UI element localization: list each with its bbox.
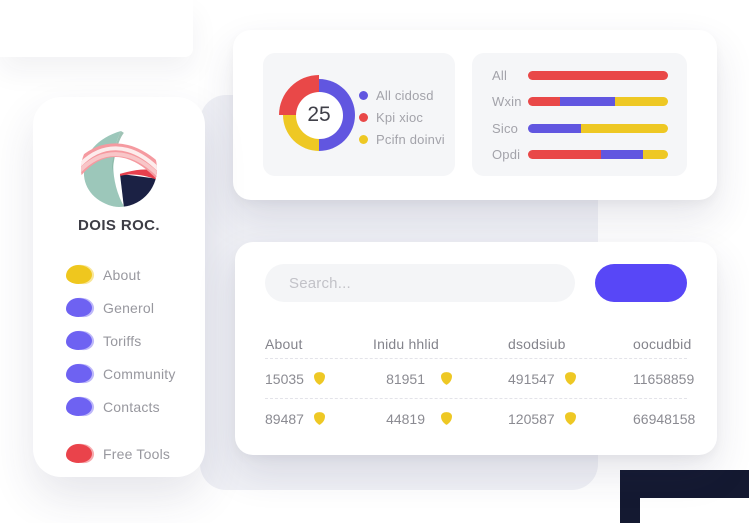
cell-value: 89487 bbox=[265, 410, 304, 427]
bar-label: Wxin bbox=[492, 94, 522, 110]
legend-item: All cidosd bbox=[359, 84, 445, 106]
cell-value: 66948158 bbox=[633, 410, 696, 427]
bar-label: Sico bbox=[492, 120, 519, 136]
search-input[interactable] bbox=[265, 264, 575, 302]
legend-label: Pcifn doinvi bbox=[376, 131, 445, 147]
menu-label: Toriffs bbox=[103, 332, 142, 349]
table-cell: 89487 bbox=[265, 411, 373, 427]
menu-item[interactable]: Community bbox=[33, 357, 205, 390]
legend-item: Kpi xioc bbox=[359, 106, 445, 128]
donut-panel: 25 All cidosd Kpi xioc Pcifn doinvi bbox=[263, 53, 455, 176]
brand-name: DOIS ROC. bbox=[78, 217, 160, 234]
bar-segment bbox=[614, 97, 668, 107]
menu-blob-icon bbox=[66, 393, 97, 419]
cell-value: 15035 bbox=[265, 370, 304, 387]
legend-dot bbox=[359, 90, 368, 100]
table-header-row: About Inidu hhlid dsodsiub oocudbid bbox=[265, 330, 691, 358]
column-header: Inidu hhlid bbox=[373, 336, 440, 352]
shield-icon bbox=[564, 412, 576, 425]
legend-dot bbox=[359, 112, 368, 122]
column-header: oocudbid bbox=[633, 336, 692, 352]
bar-segment bbox=[600, 150, 643, 160]
brand-logo-icon bbox=[80, 130, 158, 208]
table-cell: 11658859 bbox=[633, 371, 694, 387]
stacked-bars-chart: All Wxin Sico Opdi bbox=[472, 53, 687, 168]
donut-chart: 25 bbox=[279, 75, 359, 155]
table-row: 15035 81951 491547 11658859 bbox=[265, 358, 694, 398]
cell-value: 120587 bbox=[508, 410, 555, 427]
table-cell: 81951 bbox=[373, 371, 508, 387]
table-cell: 44819 bbox=[373, 411, 508, 427]
column-header: dsodsiub bbox=[508, 336, 566, 352]
bar-segment bbox=[528, 70, 668, 80]
legend-label: Kpi xioc bbox=[376, 109, 424, 125]
menu-label: Community bbox=[103, 365, 176, 382]
primary-action-button[interactable] bbox=[595, 264, 687, 302]
menu-blob-icon bbox=[66, 360, 97, 386]
bar-segment bbox=[528, 97, 561, 107]
cell-value: 81951 bbox=[386, 370, 425, 387]
sidebar-menu: About Generol Toriffs Community Contacts… bbox=[33, 258, 205, 470]
cell-value: 491547 bbox=[508, 370, 555, 387]
donut-legend: All cidosd Kpi xioc Pcifn doinvi bbox=[359, 84, 445, 150]
bar-segment bbox=[581, 123, 668, 133]
decor-white-rectangle bbox=[0, 0, 193, 57]
menu-label: Contacts bbox=[103, 398, 160, 415]
bar-label: All bbox=[492, 67, 508, 83]
menu-blob-icon bbox=[66, 294, 97, 320]
column-header: About bbox=[265, 336, 303, 352]
donut-center-value: 25 bbox=[295, 91, 343, 139]
stacked-bars-panel: All Wxin Sico Opdi bbox=[472, 53, 687, 176]
sidebar: DOIS ROC. About Generol Toriffs Communit… bbox=[33, 97, 205, 477]
bar-row: Opdi bbox=[472, 142, 687, 169]
legend-dot bbox=[359, 134, 368, 144]
table-cell: 66948158 bbox=[633, 411, 695, 427]
legend-item: Pcifn doinvi bbox=[359, 128, 445, 150]
stacked-bar bbox=[528, 123, 668, 133]
stacked-bar bbox=[528, 150, 668, 160]
menu-label: Free Tools bbox=[103, 445, 171, 462]
stacked-bar bbox=[528, 97, 668, 107]
bar-row: Sico bbox=[472, 115, 687, 142]
table-cell: 491547 bbox=[508, 371, 633, 387]
bar-segment bbox=[560, 97, 615, 107]
table-cell: 120587 bbox=[508, 411, 633, 427]
logo bbox=[33, 130, 205, 208]
menu-blob-icon bbox=[66, 327, 97, 353]
shield-icon bbox=[564, 372, 576, 385]
menu-label: About bbox=[103, 266, 141, 283]
menu-label: Generol bbox=[103, 299, 155, 316]
bar-row: Wxin bbox=[472, 89, 687, 116]
data-table: About Inidu hhlid dsodsiub oocudbid 1503… bbox=[265, 330, 695, 438]
bar-label: Opdi bbox=[492, 147, 521, 163]
menu-blob-icon bbox=[66, 440, 97, 466]
shield-icon bbox=[441, 372, 452, 385]
menu-item[interactable]: About bbox=[33, 258, 205, 291]
cell-value: 44819 bbox=[386, 410, 425, 427]
bar-segment bbox=[528, 150, 601, 160]
charts-card: 25 All cidosd Kpi xioc Pcifn doinvi bbox=[233, 30, 717, 200]
menu-item[interactable]: Toriffs bbox=[33, 324, 205, 357]
menu-blob-icon bbox=[66, 261, 97, 287]
decor-white-notch bbox=[640, 498, 749, 523]
bar-row: All bbox=[472, 62, 687, 89]
table-cell: 15035 bbox=[265, 371, 373, 387]
shield-icon bbox=[441, 412, 452, 425]
bar-segment bbox=[528, 123, 582, 133]
menu-item[interactable]: Generol bbox=[33, 291, 205, 324]
legend-label: All cidosd bbox=[376, 87, 434, 103]
shield-icon bbox=[313, 412, 325, 425]
stacked-bar bbox=[528, 70, 668, 80]
menu-item[interactable]: Free Tools bbox=[33, 437, 205, 470]
bar-segment bbox=[642, 150, 668, 160]
table-row: 89487 44819 120587 66948158 bbox=[265, 398, 695, 438]
cell-value: 11658859 bbox=[633, 370, 695, 387]
menu-item[interactable]: Contacts bbox=[33, 390, 205, 423]
table-card: About Inidu hhlid dsodsiub oocudbid 1503… bbox=[235, 242, 717, 455]
shield-icon bbox=[313, 372, 325, 385]
